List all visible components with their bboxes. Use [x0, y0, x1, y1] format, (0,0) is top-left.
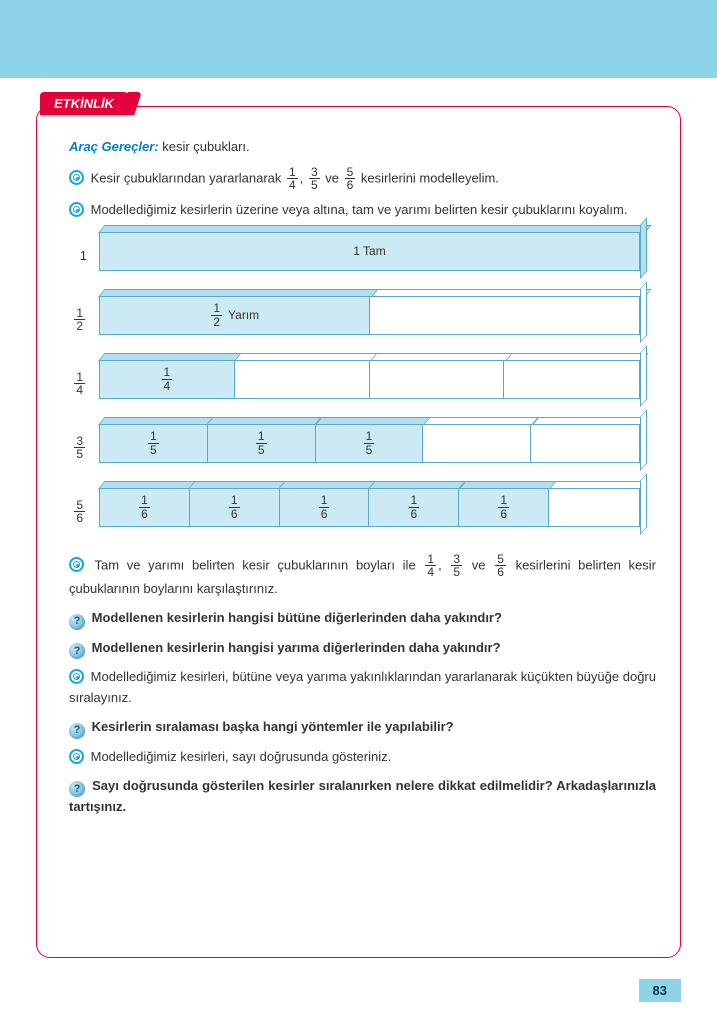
- bar-segment: 14: [100, 361, 235, 398]
- tools-label: Araç Gereçler:: [69, 139, 159, 154]
- question-icon: ?: [69, 781, 85, 797]
- bar-segment: [370, 297, 640, 334]
- fraction-label: 56: [74, 499, 85, 525]
- bar-label: 56: [61, 499, 99, 525]
- bar-segment: 12 Yarım: [100, 297, 370, 334]
- fraction-label: 15: [364, 430, 375, 456]
- fraction-label: 15: [256, 430, 267, 456]
- frac-3-5: 35: [451, 553, 462, 579]
- question-3: ? Kesirlerin sıralaması başka hangi yönt…: [69, 717, 656, 739]
- bar-segment: 15: [208, 425, 316, 462]
- frac-5-6: 56: [345, 166, 356, 192]
- content-frame: Araç Gereçler: kesir çubukları. Kesir çu…: [36, 106, 681, 958]
- question-4: ? Sayı doğrusunda gösterilen kesirler sı…: [69, 776, 656, 819]
- activity-label: ETKİNLİK: [54, 96, 114, 111]
- fraction-bar: 12 Yarım: [99, 297, 640, 343]
- activity-tab: ETKİNLİK: [40, 92, 128, 115]
- top-banner: [0, 0, 717, 78]
- fraction-label: 16: [229, 494, 240, 520]
- frac-3-5: 35: [309, 166, 320, 192]
- fraction-bar: 16 16 16 16 16: [99, 489, 640, 535]
- bar-segment: [531, 425, 639, 462]
- fraction-label: 14: [162, 366, 173, 392]
- fraction-bar: 14: [99, 361, 640, 407]
- frac-1-4: 14: [287, 166, 298, 192]
- bar-segment: [235, 361, 370, 398]
- tools-line: Araç Gereçler: kesir çubukları.: [69, 137, 656, 158]
- fraction-label: 12: [211, 302, 222, 328]
- bar-row-whole: 11 Tam: [61, 233, 656, 279]
- bar-label: 1: [61, 248, 99, 263]
- frac-1-4: 14: [425, 553, 436, 579]
- target-icon: [69, 557, 84, 572]
- fraction-label: 16: [139, 494, 150, 520]
- tools-text: kesir çubukları.: [159, 139, 250, 154]
- question-1: ? Modellenen kesirlerin hangisi bütüne d…: [69, 608, 656, 630]
- intro-1: Kesir çubuklarından yararlanarak 14, 35 …: [69, 166, 656, 192]
- bar-segment: [549, 489, 639, 526]
- target-icon: [69, 170, 84, 185]
- fraction-bar: 15 15 15: [99, 425, 640, 471]
- intro1-b: kesirlerini modelleyelim.: [361, 170, 499, 185]
- bar-label: 12: [61, 307, 99, 333]
- bar-segment: 15: [316, 425, 424, 462]
- fraction-label: 16: [498, 494, 509, 520]
- bar-row-quarter: 14 14: [61, 361, 656, 407]
- bar-row-threefifths: 35 15 15 15: [61, 425, 656, 471]
- bar-segment: [423, 425, 531, 462]
- question-2: ? Modellenen kesirlerin hangisi yarıma d…: [69, 638, 656, 660]
- bar-row-fivesixths: 56 16 16 16 16 16: [61, 489, 656, 535]
- numline-paragraph: Modellediğimiz kesirleri, sayı doğrusund…: [69, 747, 656, 768]
- bar-label: 14: [61, 371, 99, 397]
- frac-5-6: 56: [495, 553, 506, 579]
- fraction-label: 14: [74, 371, 85, 397]
- target-icon: [69, 669, 84, 684]
- bar-segment: 16: [459, 489, 549, 526]
- fraction-bar: 1 Tam: [99, 233, 640, 279]
- bar-segment: 16: [280, 489, 370, 526]
- fraction-label: 35: [74, 435, 85, 461]
- fraction-label: 15: [148, 430, 159, 456]
- target-icon: [69, 202, 84, 217]
- intro2-text: Modellediğimiz kesirlerin üzerine veya a…: [91, 202, 628, 217]
- fraction-label: 16: [409, 494, 420, 520]
- bar-segment: 16: [369, 489, 459, 526]
- compare-paragraph: Tam ve yarımı belirten kesir çubuklarını…: [69, 553, 656, 600]
- intro-2: Modellediğimiz kesirlerin üzerine veya a…: [69, 200, 656, 221]
- page-number: 83: [639, 979, 681, 1002]
- question-icon: ?: [69, 614, 85, 630]
- fraction-label: 16: [319, 494, 330, 520]
- bar-segment: 15: [100, 425, 208, 462]
- bar-row-half: 1212 Yarım: [61, 297, 656, 343]
- bar-segment: [370, 361, 505, 398]
- question-icon: ?: [69, 723, 85, 739]
- order-paragraph: Modellediğimiz kesirleri, bütüne veya ya…: [69, 667, 656, 709]
- bar-segment: 16: [100, 489, 190, 526]
- bar-label: 35: [61, 435, 99, 461]
- intro1-a: Kesir çubuklarından yararlanarak: [91, 170, 285, 185]
- fraction-bars-area: 11 Tam1212 Yarım141435151515561616161616: [61, 233, 656, 535]
- bar-segment: 1 Tam: [100, 233, 639, 270]
- bar-segment: [504, 361, 639, 398]
- question-icon: ?: [69, 643, 85, 659]
- bar-segment: 16: [190, 489, 280, 526]
- target-icon: [69, 749, 84, 764]
- fraction-label: 12: [74, 307, 85, 333]
